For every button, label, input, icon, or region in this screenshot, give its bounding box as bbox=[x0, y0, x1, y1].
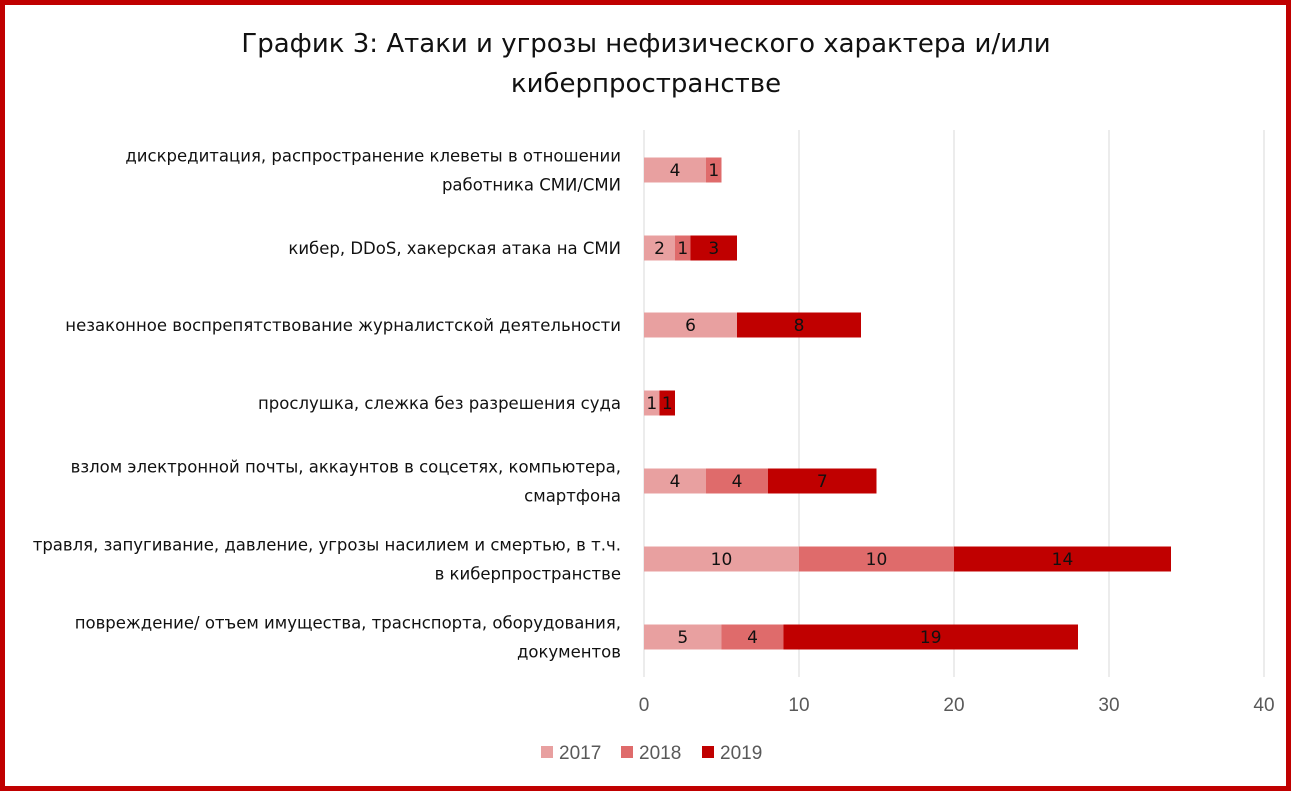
legend-label: 2018 bbox=[639, 743, 681, 764]
bar-segment-2019 bbox=[737, 312, 861, 338]
data-label: 2 bbox=[654, 239, 665, 259]
category-label: взлом электронной почты, аккаунтов в соц… bbox=[71, 458, 621, 477]
bar-segment-2018 bbox=[706, 157, 722, 183]
category-label: работника СМИ/СМИ bbox=[442, 176, 621, 195]
data-label: 1 bbox=[662, 394, 673, 414]
data-label: 7 bbox=[817, 472, 828, 492]
bar-segment-2017 bbox=[644, 235, 675, 261]
x-tick-label: 0 bbox=[639, 695, 650, 716]
category-label: смартфона bbox=[524, 487, 621, 506]
category-label: прослушка, слежка без разрешения суда bbox=[258, 394, 621, 413]
bar-segment-2017 bbox=[644, 312, 737, 338]
x-tick-label: 40 bbox=[1253, 695, 1274, 716]
category-label: кибер, DDoS, хакерская атака на СМИ bbox=[288, 239, 621, 258]
bar-segment-2018 bbox=[799, 546, 954, 572]
category-label: в киберпространстве bbox=[435, 565, 621, 584]
bar-segment-2019 bbox=[768, 468, 877, 494]
data-label: 1 bbox=[677, 239, 688, 259]
bar-segment-2019 bbox=[954, 546, 1171, 572]
data-label: 5 bbox=[677, 628, 688, 648]
category-label: повреждение/ отъем имущества, трасн­спор… bbox=[75, 614, 621, 633]
chart-title-line: График 3: Атаки и угрозы нефизического х… bbox=[241, 29, 1050, 59]
x-tick-label: 10 bbox=[788, 695, 809, 716]
bar-segment-2017 bbox=[644, 157, 706, 183]
data-label: 19 bbox=[920, 628, 942, 648]
chart-title-line: киберпространстве bbox=[511, 69, 781, 99]
data-label: 1 bbox=[708, 161, 719, 181]
data-label: 4 bbox=[747, 628, 758, 648]
data-label: 10 bbox=[866, 550, 888, 570]
category-label: незаконное воспрепятствование журналистс… bbox=[65, 316, 621, 335]
data-label: 4 bbox=[732, 472, 743, 492]
category-label: документов bbox=[517, 643, 621, 662]
data-label: 1 bbox=[646, 394, 657, 414]
bar-segment-2018 bbox=[706, 468, 768, 494]
bar-segment-2017 bbox=[644, 390, 660, 416]
bar-segment-2018 bbox=[721, 624, 784, 650]
legend-swatch bbox=[541, 746, 553, 758]
bar-segment-2018 bbox=[675, 235, 691, 261]
data-label: 8 bbox=[794, 316, 805, 336]
data-label: 3 bbox=[708, 239, 719, 259]
legend-label: 2019 bbox=[720, 743, 762, 764]
bar-segment-2017 bbox=[644, 624, 722, 650]
x-tick-label: 20 bbox=[943, 695, 964, 716]
legend-swatch bbox=[621, 746, 633, 758]
category-label: дискредитация, распространение клеветы в… bbox=[125, 147, 621, 166]
data-label: 4 bbox=[670, 161, 681, 181]
bar-segment-2019 bbox=[783, 624, 1078, 650]
x-tick-label: 30 bbox=[1098, 695, 1119, 716]
legend-label: 2017 bbox=[559, 743, 601, 764]
data-label: 4 bbox=[670, 472, 681, 492]
data-label: 14 bbox=[1052, 550, 1074, 570]
bar-segment-2019 bbox=[659, 390, 675, 416]
data-label: 6 bbox=[685, 316, 696, 336]
category-label: травля, запугивание, давление, угрозы на… bbox=[33, 536, 621, 555]
bar-segment-2019 bbox=[690, 235, 737, 261]
legend-swatch bbox=[702, 746, 714, 758]
data-label: 10 bbox=[711, 550, 733, 570]
bar-segment-2017 bbox=[644, 546, 799, 572]
bar-segment-2017 bbox=[644, 468, 706, 494]
